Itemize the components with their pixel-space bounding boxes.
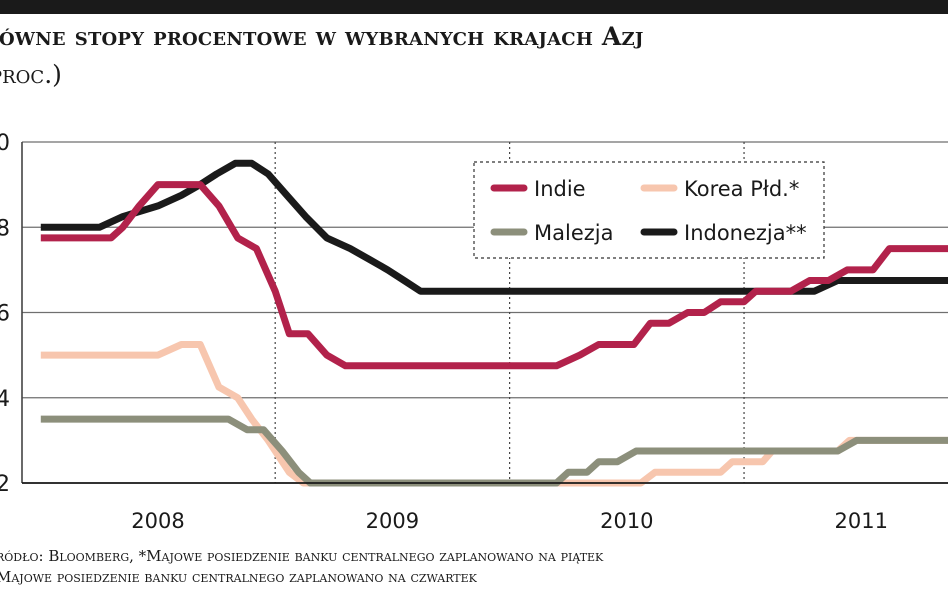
plot-frame (21, 142, 948, 484)
y-axis-ticks: 2 4 6 8 10 (0, 131, 10, 497)
x-axis-ticks: 2008 2009 2010 2011 (131, 509, 888, 533)
x-tick-label-2010: 2010 (600, 509, 653, 533)
top-bar (0, 0, 948, 14)
chart-title: łówne stopy procentowe w wybranych kraja… (0, 22, 644, 51)
y-tick-label-4: 4 (0, 387, 10, 412)
x-tick-label-2011: 2011 (835, 509, 888, 533)
legend-label-korea-p-d: Korea Płd.* (684, 177, 799, 201)
series-line-indie (40, 181, 948, 370)
series-line-malezja (40, 415, 948, 487)
x-tick-label-2009: 2009 (366, 509, 419, 533)
line-chart: 2 4 6 8 10 2008 2009 2010 2011 Indie Korea Płd.*… (0, 131, 948, 533)
legend-box (473, 161, 825, 259)
y-tick-label-10: 10 (0, 131, 10, 156)
y-tick-label-8: 8 (0, 216, 10, 241)
source-note: ródło: Bloomberg, *Majowe posiedzenie ba… (0, 546, 603, 588)
x-tick-label-2008: 2008 (131, 509, 184, 533)
y-tick-label-6: 6 (0, 302, 10, 327)
legend-label-indonezja: Indonezja** (684, 221, 807, 245)
legend: Indie Korea Płd.* Malezja Indonezja** (473, 161, 825, 259)
legend-label-indie: Indie (534, 177, 586, 201)
y-tick-label-2: 2 (0, 472, 10, 497)
legend-label-malezja: Malezja (534, 221, 613, 245)
source-line-2: Majowe posiedzenie banku centralnego zap… (0, 568, 477, 586)
chart-subtitle: proc.) (0, 60, 62, 89)
source-line-1: ródło: Bloomberg, *Majowe posiedzenie ba… (0, 547, 604, 565)
